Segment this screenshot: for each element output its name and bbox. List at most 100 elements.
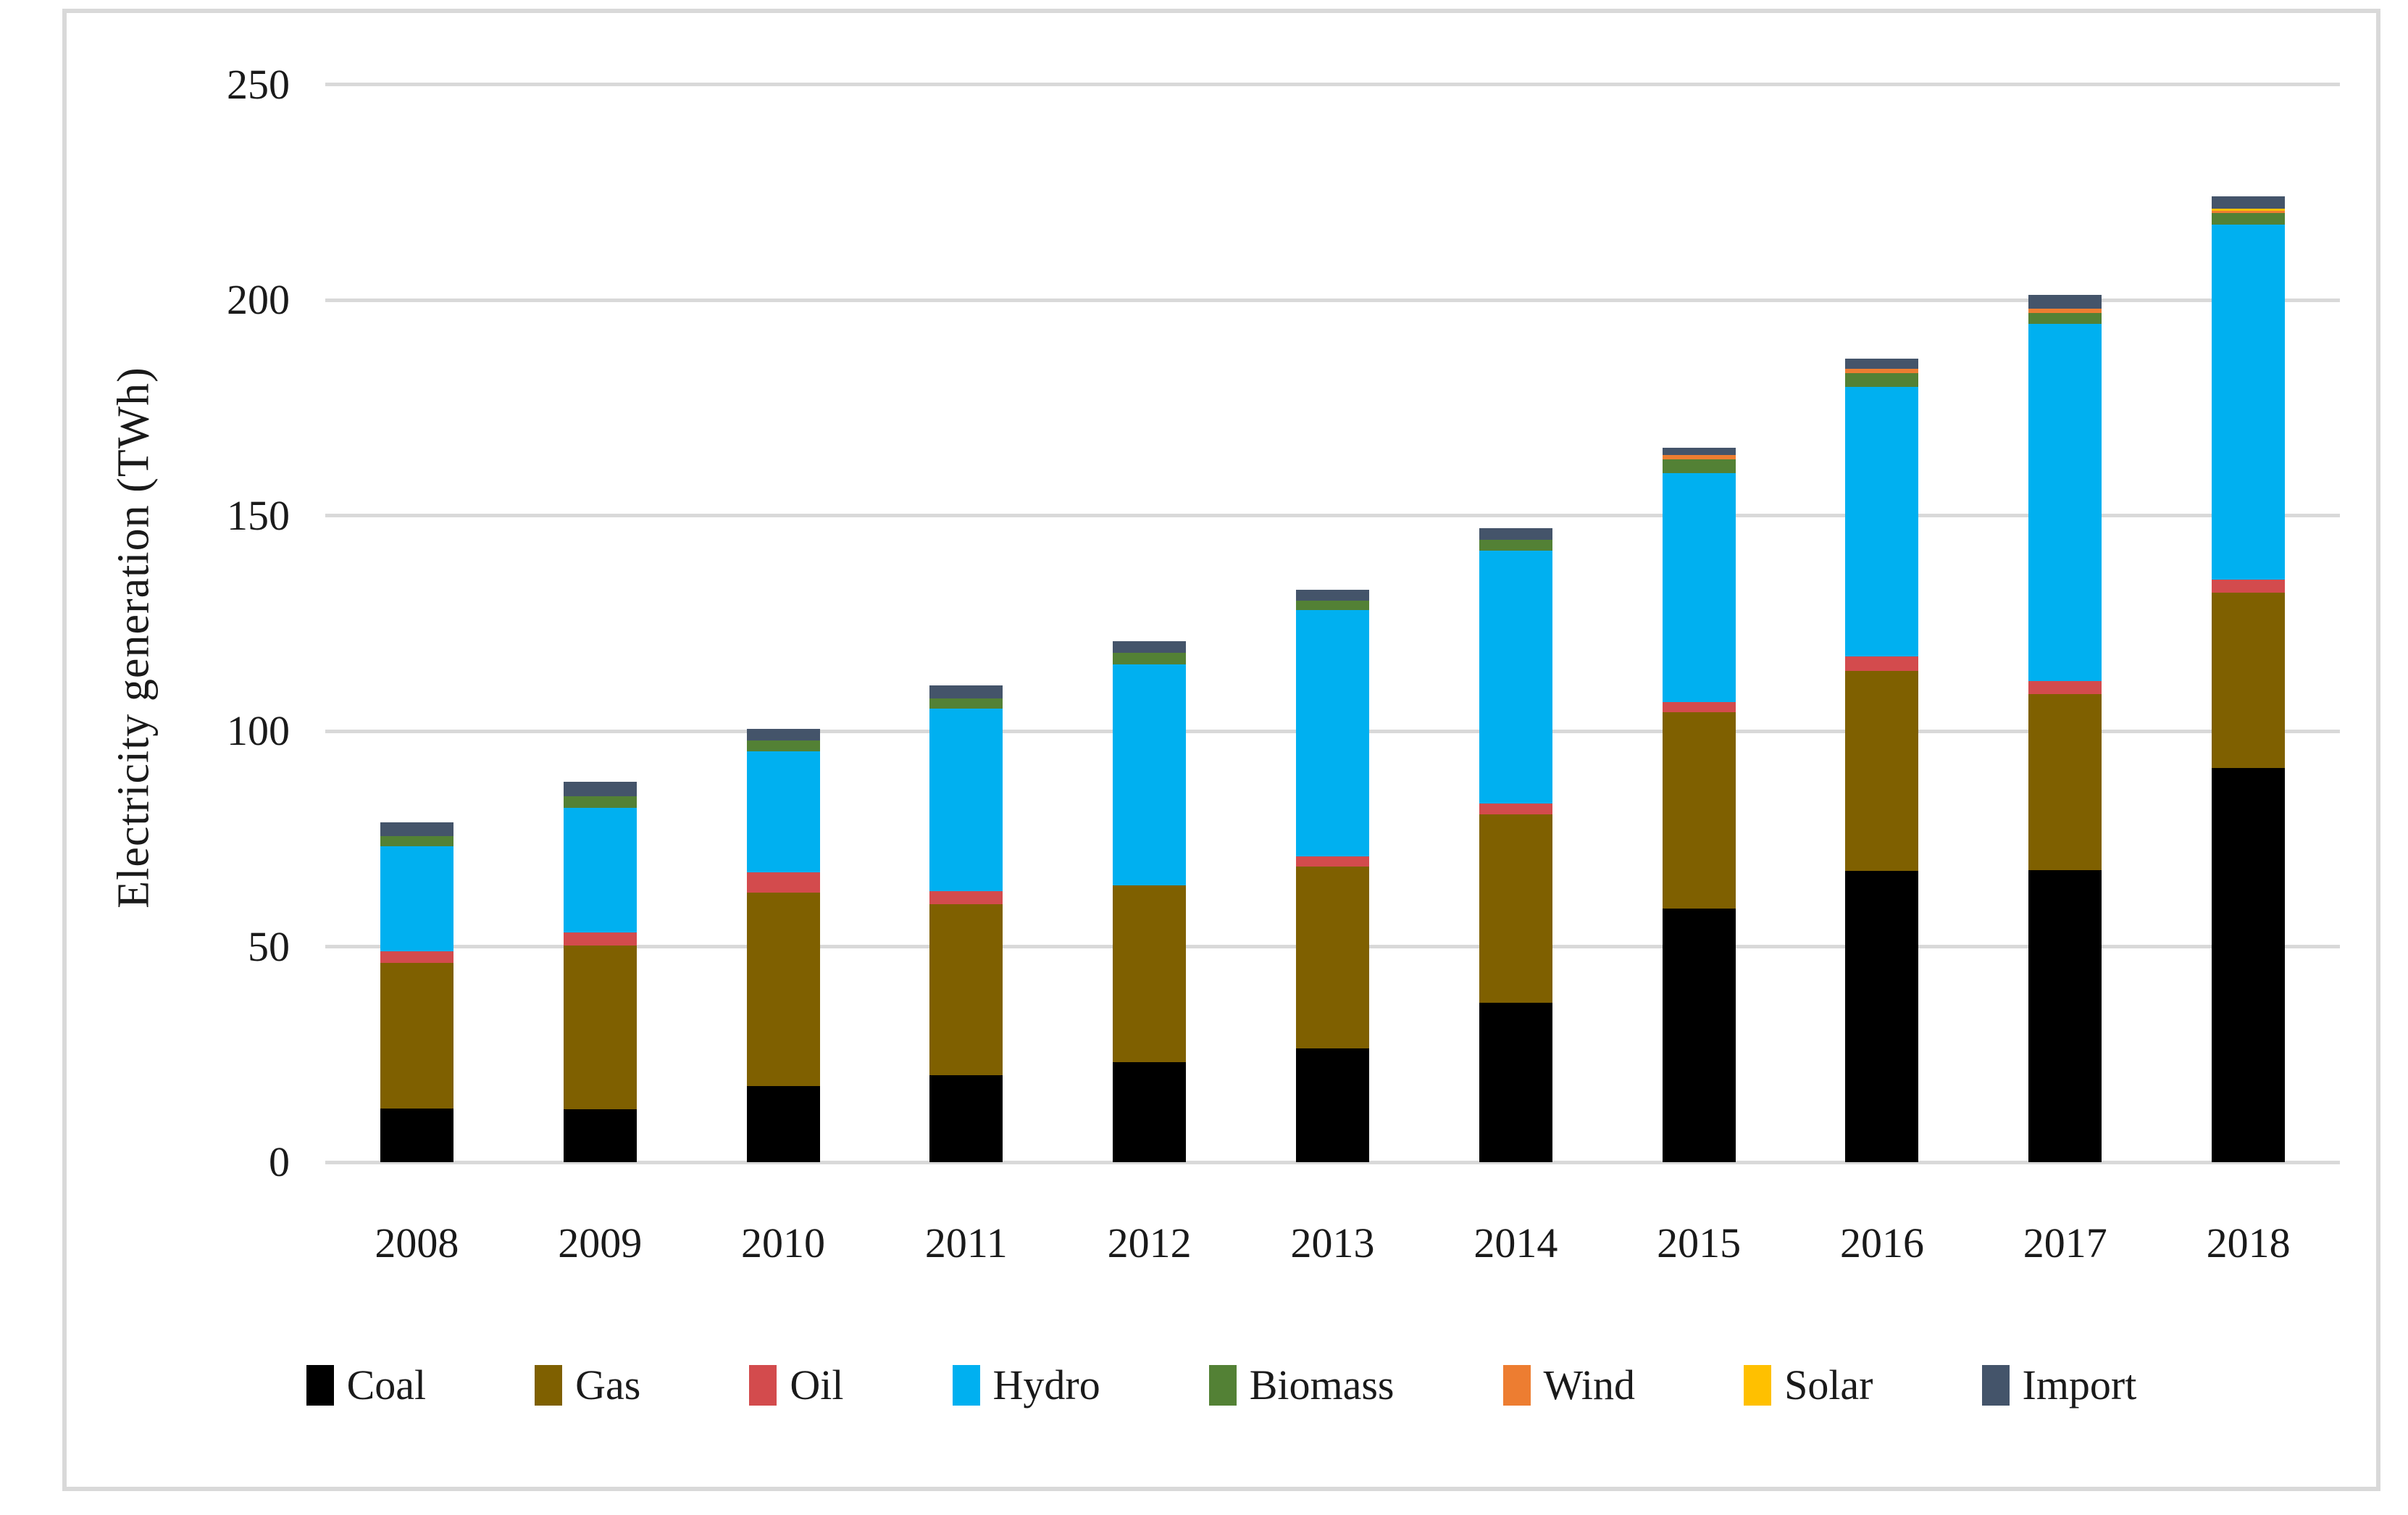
- bar-2017-oil: [2028, 680, 2102, 694]
- legend-label-gas: Gas: [575, 1361, 641, 1408]
- bar-2012-gas: [1113, 885, 1187, 1062]
- legend-item-oil: Oil: [749, 1361, 844, 1409]
- bar-2008-oil: [380, 951, 453, 964]
- bar-2018-solar: [2212, 209, 2286, 211]
- x-tick-label-2015: 2015: [1657, 1219, 1742, 1266]
- bar-2009-oil: [563, 932, 637, 946]
- bar-2018-coal: [2212, 768, 2286, 1162]
- x-tick-label-2018: 2018: [2206, 1219, 2291, 1266]
- legend-swatch-oil: [749, 1364, 777, 1406]
- bar-2016-hydro: [1845, 387, 1919, 657]
- bar-2011-biomass: [929, 698, 1003, 709]
- legend-swatch-coal: [306, 1364, 334, 1406]
- bar-2012-coal: [1113, 1061, 1187, 1162]
- x-tick-label-2008: 2008: [375, 1219, 459, 1266]
- y-tick-label-50: 50: [248, 922, 290, 970]
- bar-2009-biomass: [563, 796, 637, 808]
- gridline-200: [325, 298, 2340, 302]
- bar-2014-import: [1479, 527, 1552, 540]
- bar-2013-oil: [1296, 856, 1369, 867]
- bar-2018-biomass: [2212, 213, 2286, 225]
- bar-2008-coal: [380, 1109, 453, 1162]
- legend-label-import: Import: [2022, 1361, 2137, 1408]
- y-tick-label-250: 250: [227, 60, 290, 108]
- bar-2009-import: [563, 782, 637, 797]
- bar-2018-import: [2212, 196, 2286, 209]
- bar-2010-coal: [746, 1085, 820, 1162]
- bar-2014-hydro: [1479, 551, 1552, 804]
- bar-2012-hydro: [1113, 664, 1187, 885]
- bar-2012-import: [1113, 640, 1187, 653]
- bar-2018-hydro: [2212, 225, 2286, 580]
- bar-2011-hydro: [929, 709, 1003, 892]
- y-axis-title: Electricity generation (TWh): [109, 367, 159, 909]
- bar-2013-import: [1296, 589, 1369, 601]
- bar-2017-hydro: [2028, 324, 2102, 681]
- bar-2015-biomass: [1662, 459, 1736, 474]
- gridline-150: [325, 514, 2340, 517]
- bar-2015-gas: [1662, 711, 1736, 909]
- bar-2012-biomass: [1113, 652, 1187, 664]
- bar-2018-oil: [2212, 580, 2286, 593]
- x-tick-label-2017: 2017: [2023, 1219, 2107, 1266]
- bar-2014-oil: [1479, 803, 1552, 815]
- bar-2011-import: [929, 685, 1003, 698]
- bar-2016-oil: [1845, 656, 1919, 671]
- bar-2017-gas: [2028, 693, 2102, 871]
- bar-2017-import: [2028, 294, 2102, 309]
- legend-label-biomass: Biomass: [1249, 1361, 1395, 1408]
- legend-swatch-wind: [1502, 1364, 1531, 1406]
- bar-2011-gas: [929, 903, 1003, 1075]
- bar-2013-biomass: [1296, 600, 1369, 610]
- bar-2016-biomass: [1845, 373, 1919, 388]
- legend-label-coal: Coal: [346, 1361, 427, 1408]
- legend-label-solar: Solar: [1784, 1361, 1873, 1408]
- bar-2013-coal: [1296, 1048, 1369, 1162]
- bar-2014-gas: [1479, 814, 1552, 1003]
- bar-2016-wind: [1845, 369, 1919, 374]
- legend-item-biomass: Biomass: [1208, 1361, 1395, 1409]
- legend-item-solar: Solar: [1744, 1361, 1873, 1409]
- y-tick-label-150: 150: [227, 491, 290, 539]
- bar-2010-oil: [746, 872, 820, 893]
- legend-item-import: Import: [1981, 1361, 2137, 1409]
- bar-2008-hydro: [380, 846, 453, 952]
- bar-2015-import: [1662, 448, 1736, 456]
- x-tick-label-2012: 2012: [1107, 1219, 1192, 1266]
- bar-2011-oil: [929, 891, 1003, 904]
- bar-2017-coal: [2028, 870, 2102, 1162]
- x-tick-label-2016: 2016: [1839, 1219, 1924, 1266]
- legend-item-hydro: Hydro: [952, 1361, 1100, 1409]
- bar-2011-coal: [929, 1074, 1003, 1162]
- bar-2009-gas: [563, 945, 637, 1109]
- bar-2016-import: [1845, 358, 1919, 370]
- bar-2014-coal: [1479, 1003, 1552, 1162]
- x-tick-label-2009: 2009: [558, 1219, 643, 1266]
- gridline-0: [325, 1160, 2340, 1164]
- legend-swatch-biomass: [1208, 1364, 1237, 1406]
- legend-item-gas: Gas: [535, 1361, 640, 1409]
- gridline-250: [325, 83, 2340, 86]
- bar-2015-coal: [1662, 909, 1736, 1162]
- bar-2008-biomass: [380, 836, 453, 847]
- bar-2010-import: [746, 729, 820, 741]
- bar-2009-coal: [563, 1109, 637, 1162]
- bar-2013-hydro: [1296, 609, 1369, 856]
- bar-2010-biomass: [746, 740, 820, 751]
- bar-2016-coal: [1845, 871, 1919, 1162]
- bar-2015-oil: [1662, 702, 1736, 712]
- y-tick-label-100: 100: [227, 707, 290, 754]
- bar-2016-gas: [1845, 670, 1919, 872]
- legend: Coal Gas Oil Hydro Biomass Wind Solar Import: [67, 1361, 2376, 1409]
- bar-2014-biomass: [1479, 539, 1552, 551]
- legend-swatch-hydro: [952, 1364, 980, 1406]
- legend-label-wind: Wind: [1543, 1361, 1636, 1408]
- x-tick-label-2011: 2011: [924, 1219, 1008, 1266]
- figure-border-frame: [62, 9, 2380, 1491]
- bar-2018-gas: [2212, 593, 2286, 769]
- y-tick-label-0: 0: [269, 1138, 290, 1185]
- x-tick-label-2010: 2010: [741, 1219, 826, 1266]
- bar-2008-gas: [380, 963, 453, 1109]
- legend-swatch-solar: [1744, 1364, 1772, 1406]
